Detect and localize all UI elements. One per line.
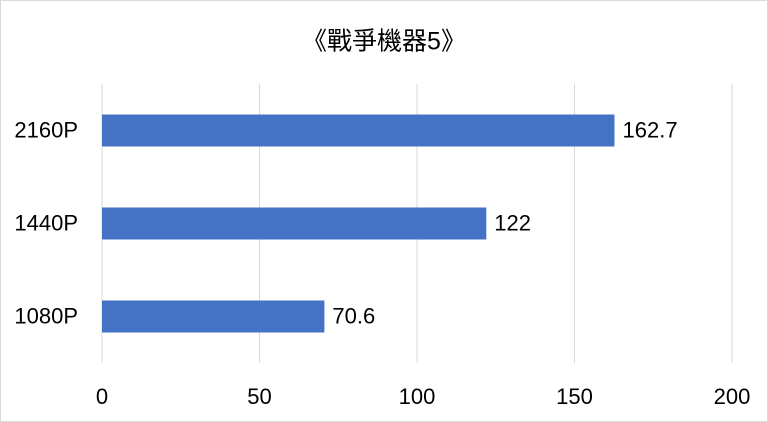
data-label: 162.7 [623, 117, 678, 142]
x-tick-label: 150 [556, 384, 593, 409]
x-tick-label: 200 [714, 384, 751, 409]
y-tick-label: 2160P [14, 117, 78, 142]
chart-title: 《戰爭機器5》 [302, 28, 466, 56]
y-tick-label: 1440P [14, 210, 78, 235]
data-label: 122 [494, 210, 531, 235]
x-tick-label: 100 [399, 384, 436, 409]
data-label: 70.6 [332, 303, 375, 328]
x-tick-label: 50 [247, 384, 271, 409]
bar [102, 114, 615, 147]
y-tick-label: 1080P [14, 303, 78, 328]
bar [102, 207, 487, 240]
x-tick-label: 0 [96, 384, 108, 409]
bar [102, 300, 325, 333]
